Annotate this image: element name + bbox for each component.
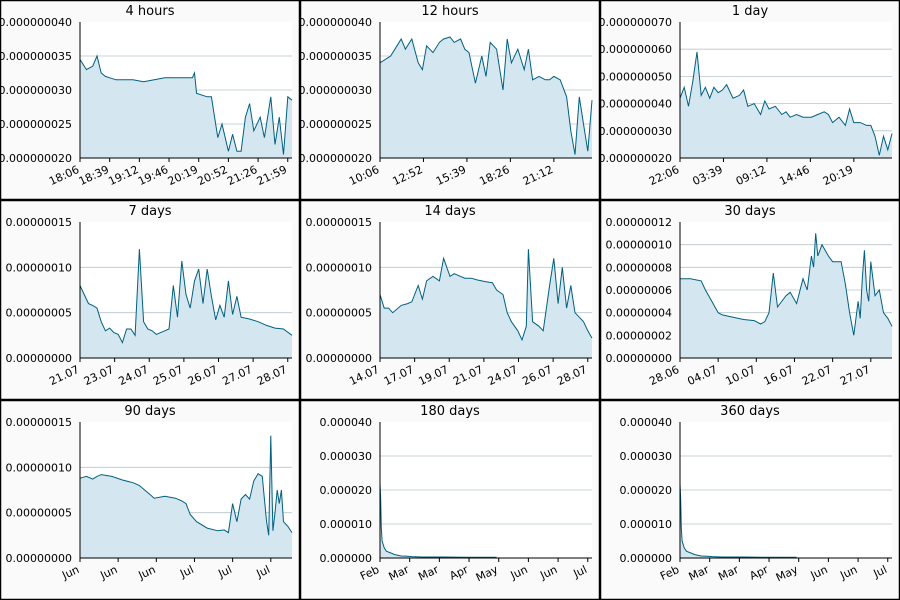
y-tick-label: 0.000000035 (0, 50, 72, 63)
y-tick-label: 0.000000020 (300, 152, 372, 165)
series-line (379, 249, 593, 342)
y-tick-label: 0.00000005 (306, 307, 372, 320)
x-tick-label: Jul (177, 563, 195, 581)
y-tick-label: 0.000000070 (600, 16, 672, 29)
y-tick-label: 0.000000040 (300, 16, 372, 29)
y-tick-label: 0.000030 (320, 450, 373, 463)
y-tick-label: 0.00000010 (306, 261, 372, 274)
chart-title: 30 days (724, 204, 776, 219)
chart-panel: 90 days 0.00000000 0.00000005 0.00000010 0.0… (0, 400, 300, 600)
chart-panel: 180 days 0.000000 0.000010 0.000020 0.000030… (300, 400, 600, 600)
series-area (380, 249, 592, 358)
series-area (80, 435, 292, 558)
series-area (680, 51, 892, 158)
chart-panel: 360 days 0.000000 0.000010 0.000020 0.000030… (600, 400, 900, 600)
y-tick-label: 0.000000020 (0, 152, 72, 165)
y-tick-label: 0.00000002 (606, 329, 672, 342)
y-tick-label: 0.000030 (620, 450, 673, 463)
x-tick-label: Jul (215, 563, 233, 581)
y-tick-label: 0.000000020 (600, 152, 672, 165)
y-tick-label: 0.000000 (320, 552, 373, 565)
y-tick-label: 0.000000030 (300, 84, 372, 97)
y-tick-label: 0.000000025 (0, 118, 72, 131)
y-tick-label: 0.000000040 (600, 98, 672, 111)
y-tick-label: 0.00000005 (6, 507, 72, 520)
chart-title: 7 days (128, 204, 171, 219)
y-tick-label: 0.000040 (620, 416, 673, 429)
chart-title: 90 days (124, 404, 176, 419)
y-tick-label: 0.00000010 (6, 461, 72, 474)
series-line (680, 233, 893, 336)
y-tick-label: 0.00000012 (606, 216, 672, 229)
chart-title: 4 hours (126, 4, 175, 19)
y-tick-label: 0.00000008 (606, 261, 672, 274)
chart-panel: 7 days 0.00000000 0.00000005 0.00000010 0.00… (0, 200, 300, 400)
series-area (380, 37, 592, 158)
x-tick-label: Jul (871, 563, 889, 581)
y-tick-label: 0.000040 (320, 416, 373, 429)
chart-title: 360 days (720, 404, 780, 419)
chart-title: 12 hours (421, 4, 478, 19)
x-tick-label: Jul (571, 563, 589, 581)
y-tick-label: 0.000020 (620, 484, 673, 497)
y-tick-label: 0.000000030 (600, 125, 672, 138)
y-tick-label: 0.00000015 (6, 216, 72, 229)
series-line (79, 435, 293, 536)
y-tick-label: 0.000000060 (600, 43, 672, 56)
y-tick-label: 0.000000035 (300, 50, 372, 63)
y-tick-label: 0.00000000 (6, 552, 72, 565)
series-line (79, 249, 293, 344)
y-tick-label: 0.00000004 (606, 307, 672, 320)
series-line (379, 36, 593, 155)
y-tick-label: 0.000000025 (300, 118, 372, 131)
series-area (680, 233, 892, 358)
y-tick-label: 0.00000005 (6, 307, 72, 320)
chart-title: 14 days (424, 204, 476, 219)
y-tick-label: 0.00000010 (6, 261, 72, 274)
chart-panel: 14 days 0.00000000 0.00000005 0.00000010 0.0… (300, 200, 600, 400)
chart-panel: 4 hours 0.000000020 0.000000025 0.000000030… (0, 0, 300, 200)
chart-panel: 30 days 0.00000000 0.00000002 0.00000004 0.0… (600, 200, 900, 400)
series-line (379, 483, 497, 558)
y-tick-label: 0.00000000 (606, 352, 672, 365)
y-tick-label: 0.00000010 (606, 239, 672, 252)
y-tick-label: 0.000010 (620, 518, 673, 531)
y-tick-label: 0.000020 (320, 484, 373, 497)
y-tick-label: 0.000000 (620, 552, 673, 565)
y-tick-label: 0.00000006 (606, 284, 672, 297)
y-tick-label: 0.00000015 (6, 416, 72, 429)
x-tick-label: Jul (254, 563, 272, 581)
chart-title: 180 days (420, 404, 480, 419)
y-tick-label: 0.000000050 (600, 70, 672, 83)
y-tick-label: 0.00000000 (6, 352, 72, 365)
chart-panel: 12 hours 0.000000020 0.000000025 0.00000003… (300, 0, 600, 200)
series-line (679, 51, 893, 156)
series-line (679, 483, 797, 558)
y-tick-label: 0.000000030 (0, 84, 72, 97)
y-tick-label: 0.000010 (320, 518, 373, 531)
series-area (80, 249, 292, 358)
chart-title: 1 day (732, 4, 769, 19)
chart-panel: 1 day 0.000000020 0.000000030 0.000000040 0.… (600, 0, 900, 200)
y-tick-label: 0.000000040 (0, 16, 72, 29)
series-area (80, 56, 292, 158)
y-tick-label: 0.00000015 (306, 216, 372, 229)
y-tick-label: 0.00000000 (306, 352, 372, 365)
series-line (79, 54, 293, 155)
